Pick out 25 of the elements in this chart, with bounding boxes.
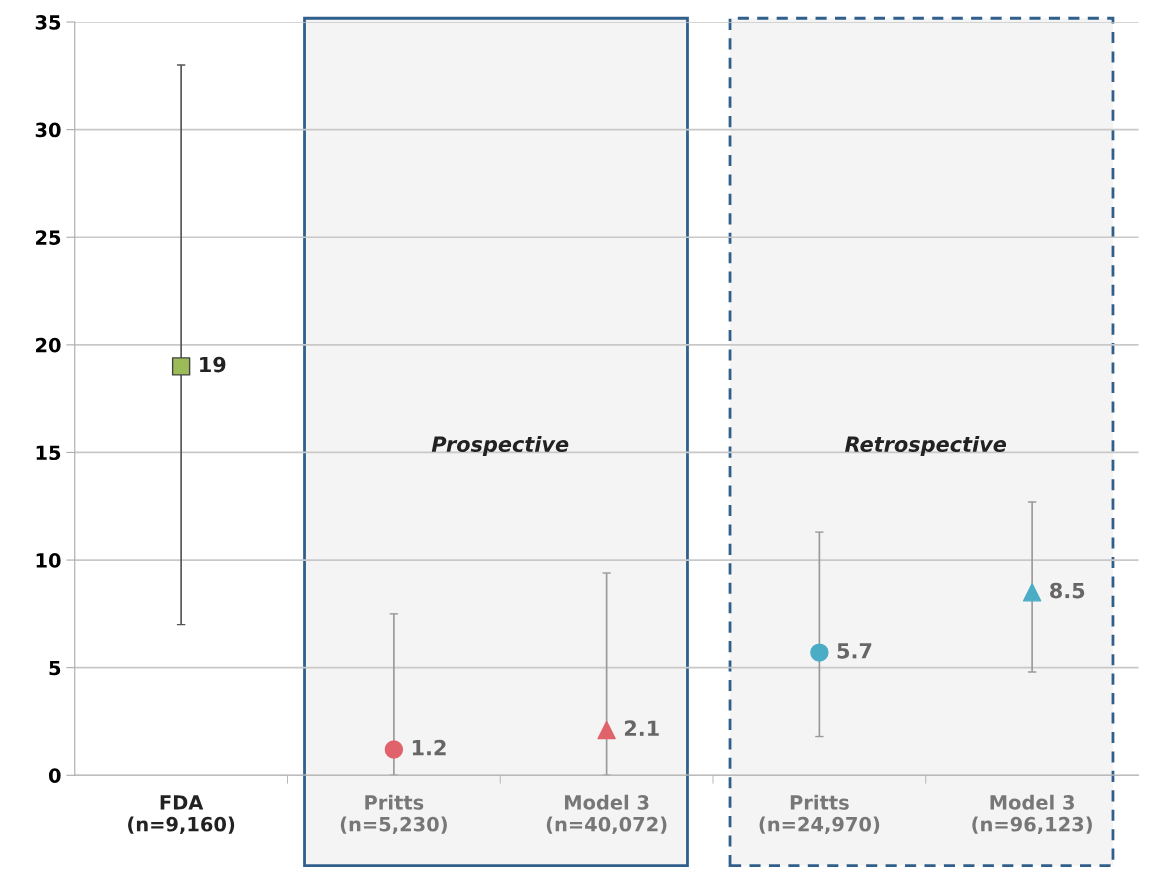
point bbox=[384, 740, 404, 759]
y-tick-label: 15 bbox=[36, 445, 61, 461]
data-label: 5.7 bbox=[837, 643, 872, 659]
point bbox=[597, 720, 616, 740]
data-label: 19 bbox=[200, 356, 226, 373]
y-tick-label: 30 bbox=[35, 122, 61, 138]
data-label: 2.1 bbox=[624, 720, 659, 736]
point bbox=[171, 357, 191, 376]
y-tick-label: 0 bbox=[48, 768, 61, 783]
y-tick-label: 20 bbox=[36, 337, 61, 353]
band-label: Retrospective bbox=[845, 435, 1007, 457]
x-tick-label: FDA (n=9,160) bbox=[128, 795, 235, 835]
y-tick-label: 5 bbox=[49, 660, 61, 676]
y-tick-label: 25 bbox=[36, 230, 61, 245]
data-label: 8.5 bbox=[1050, 582, 1085, 599]
band-label: Prospective bbox=[431, 435, 569, 457]
x-tick-label: Model 3 (n=96,123) bbox=[972, 794, 1092, 835]
y-tick-label: 10 bbox=[36, 553, 61, 568]
x-tick-label: Pritts (n=5,230) bbox=[340, 794, 447, 835]
point bbox=[1022, 583, 1042, 602]
x-tick-label: Model 3 (n=40,072) bbox=[546, 794, 667, 835]
x-tick-label: Pritts (n=24,970) bbox=[759, 794, 880, 835]
point bbox=[810, 643, 829, 662]
y-tick-label: 35 bbox=[35, 14, 61, 30]
data-label: 1.2 bbox=[412, 739, 446, 756]
